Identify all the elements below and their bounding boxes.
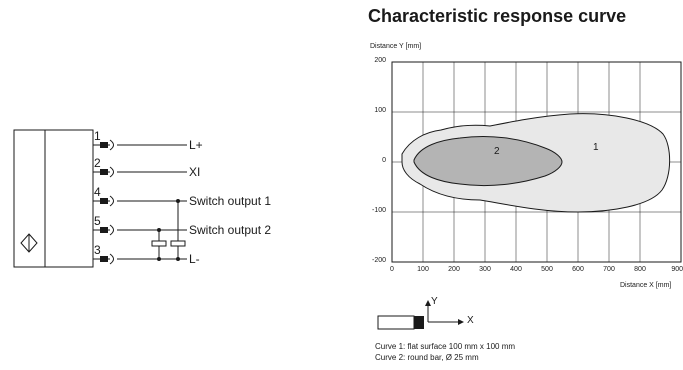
sensor-symbol-icon	[20, 233, 38, 253]
pin-number: 2	[94, 156, 101, 170]
signal-label: L+	[189, 138, 203, 152]
junction-dot	[157, 228, 161, 232]
x-tick-label: 700	[603, 266, 615, 273]
signal-label: L-	[189, 252, 200, 266]
y-axis-label: Distance Y [mm]	[370, 43, 422, 50]
y-tick-label: 200	[374, 57, 386, 64]
pin-number: 4	[94, 185, 101, 199]
response-chart	[377, 61, 682, 330]
pin-number: 5	[94, 214, 101, 228]
pin-2-wire	[93, 166, 187, 178]
junction-dot	[176, 199, 180, 203]
axis-x-label: X	[467, 315, 474, 326]
legend-curve-2: Curve 2: round bar, Ø 25 mm	[375, 353, 479, 362]
curve-2-area	[413, 136, 563, 187]
pin-number: 1	[94, 129, 101, 143]
pin-5-wire	[93, 224, 187, 236]
x-tick-label: 800	[634, 266, 646, 273]
pin-1-wire	[93, 139, 187, 151]
x-tick-label: 200	[448, 266, 460, 273]
sensor-axes-icon	[377, 300, 464, 330]
x-tick-label: 400	[510, 266, 522, 273]
legend-curve-1: Curve 1: flat surface 100 mm x 100 mm	[375, 342, 516, 351]
curve-2-label: 2	[494, 146, 500, 157]
y-tick-label: -100	[371, 207, 386, 214]
signal-label: Switch output 2	[189, 223, 272, 237]
junction-dot	[157, 257, 161, 261]
pin-3-wire	[93, 253, 187, 265]
x-tick-label: 100	[417, 266, 429, 273]
wiring-diagram	[13, 129, 187, 268]
pin-number: 3	[94, 243, 101, 257]
pin-4-wire	[93, 195, 187, 207]
axis-y-label: Y	[431, 296, 438, 307]
load-resistors	[151, 201, 186, 259]
y-tick-label: -200	[371, 257, 386, 264]
signal-label: Switch output 1	[189, 194, 272, 208]
x-tick-label: 0	[390, 266, 394, 273]
x-axis-label: Distance X [mm]	[620, 282, 672, 289]
x-tick-label: 300	[479, 266, 491, 273]
x-tick-label: 600	[572, 266, 584, 273]
x-tick-label: 900	[671, 266, 683, 273]
y-tick-label: 100	[374, 107, 386, 114]
sensor-body	[13, 129, 94, 268]
chart-title: Characteristic response curve	[368, 6, 627, 26]
x-tick-label: 500	[541, 266, 553, 273]
signal-label: XI	[189, 165, 201, 179]
curve-1-label: 1	[593, 142, 599, 153]
junction-dot	[176, 257, 180, 261]
y-tick-label: 0	[382, 157, 386, 164]
